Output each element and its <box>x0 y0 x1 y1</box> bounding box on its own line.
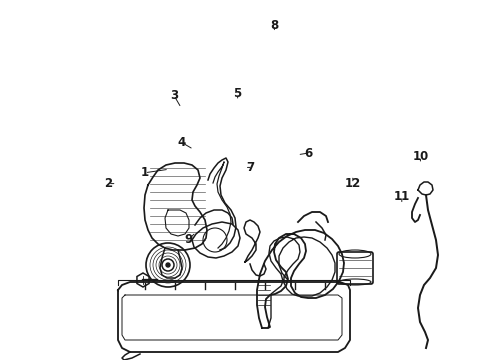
Text: 10: 10 <box>412 150 429 163</box>
Text: 9: 9 <box>185 233 193 246</box>
Text: 3: 3 <box>170 89 178 102</box>
Circle shape <box>166 263 170 267</box>
Text: 1: 1 <box>141 166 148 179</box>
Text: 11: 11 <box>393 190 410 203</box>
Text: 2: 2 <box>104 177 112 190</box>
Text: 8: 8 <box>270 19 278 32</box>
Text: 6: 6 <box>305 147 313 159</box>
Text: 4: 4 <box>177 136 185 149</box>
Text: 7: 7 <box>246 161 254 174</box>
Text: 12: 12 <box>344 177 361 190</box>
Text: 5: 5 <box>234 87 242 100</box>
